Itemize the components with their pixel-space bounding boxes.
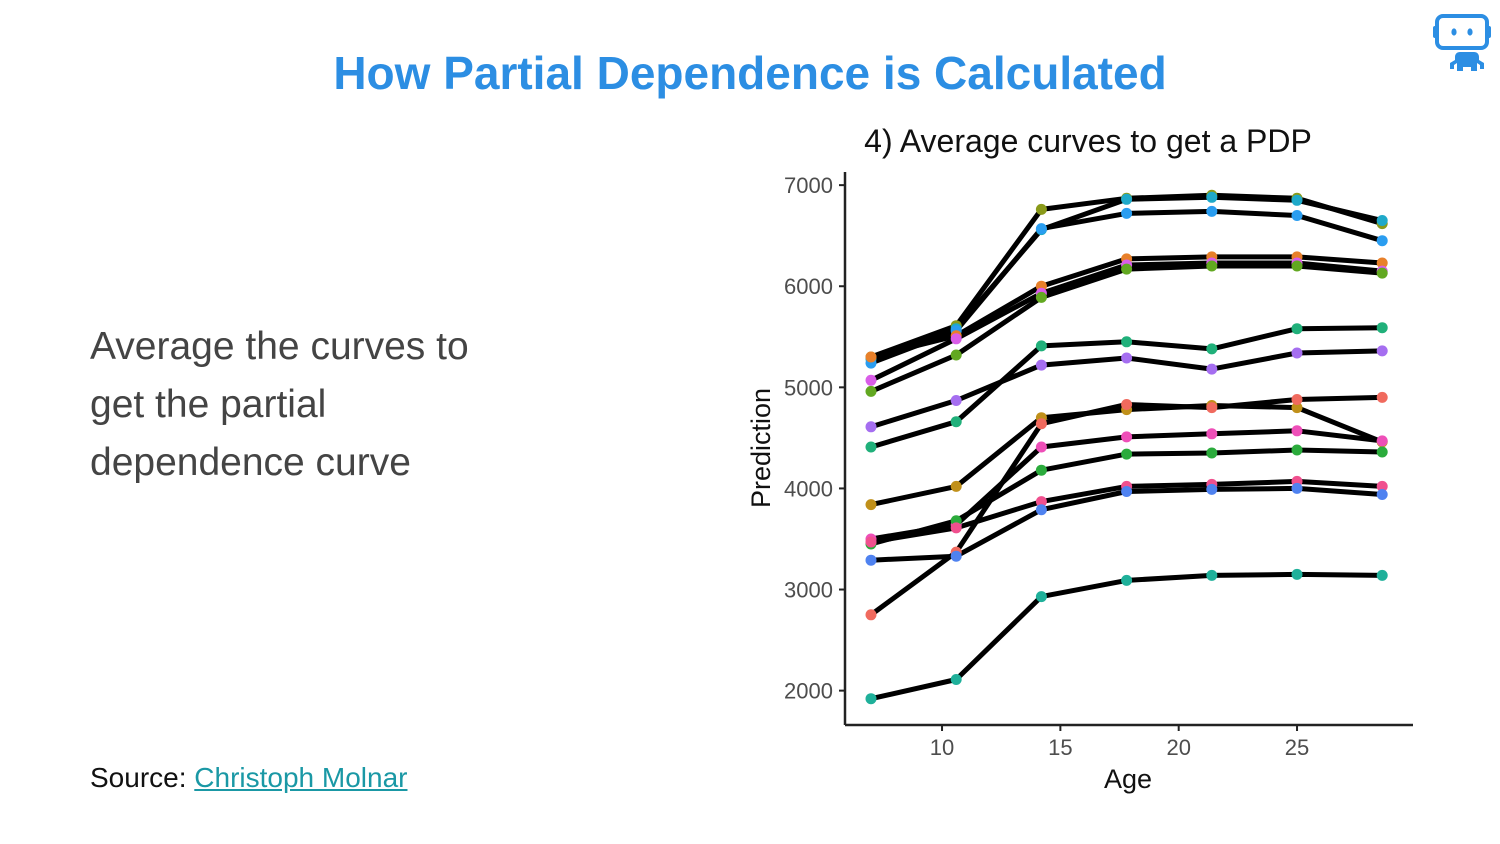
axes: 2000 3000 4000 5000 6000 7000 10 15 20 25 [784, 172, 1413, 760]
data-point-instance-9 [1291, 402, 1303, 414]
data-point-instance-11 [1206, 428, 1218, 440]
data-point-instance-6 [1035, 291, 1047, 303]
x-tick-label: 10 [930, 735, 954, 760]
data-point-instance-8 [865, 421, 877, 433]
y-tick-label: 3000 [784, 578, 833, 603]
data-point-instance-7 [865, 441, 877, 453]
data-point-instance-12 [1035, 464, 1047, 476]
data-point-instance-15 [950, 674, 962, 685]
data-point-instance-2 [1206, 191, 1218, 203]
data-point-instance-13 [865, 536, 877, 548]
data-point-instance-15 [1376, 569, 1388, 581]
data-point-instance-11 [1291, 425, 1303, 437]
data-point-instance-15 [1121, 574, 1133, 586]
series-points [865, 189, 1388, 705]
data-point-instance-4 [1376, 257, 1388, 269]
x-tick-label: 25 [1285, 735, 1309, 760]
data-point-instance-11 [1035, 441, 1047, 453]
data-point-instance-8 [1121, 352, 1133, 364]
data-point-instance-2 [1121, 193, 1133, 205]
data-point-instance-1 [1035, 203, 1047, 215]
data-point-instance-15 [865, 693, 877, 705]
x-axis-label: Age [1104, 764, 1152, 794]
data-point-instance-10 [1206, 402, 1218, 414]
data-point-instance-5 [865, 374, 877, 386]
data-point-instance-3 [1291, 210, 1303, 221]
slide-title: How Partial Dependence is Calculated [333, 47, 1167, 99]
data-point-instance-6 [1376, 267, 1388, 279]
data-point-instance-8 [1035, 359, 1047, 371]
data-point-instance-10 [1121, 399, 1133, 410]
data-point-instance-10 [1376, 391, 1388, 403]
body-text: Average the curves to get the partial de… [90, 318, 530, 492]
data-point-instance-3 [1035, 223, 1047, 235]
data-point-instance-12 [1121, 448, 1133, 460]
data-point-instance-6 [1206, 260, 1218, 272]
series-line-instance-15 [868, 571, 1385, 702]
data-point-instance-6 [950, 349, 962, 361]
data-point-instance-14 [1035, 504, 1047, 516]
data-point-instance-11 [1376, 435, 1388, 447]
y-tick-label: 7000 [784, 173, 833, 198]
y-tick-label: 5000 [784, 375, 833, 400]
data-point-instance-3 [1376, 235, 1388, 247]
data-point-instance-2 [1376, 215, 1388, 226]
data-point-instance-14 [865, 554, 877, 566]
data-point-instance-13 [1035, 496, 1047, 508]
data-point-instance-15 [1206, 569, 1218, 581]
data-point-instance-14 [1206, 483, 1218, 495]
data-point-instance-14 [950, 550, 962, 562]
data-point-instance-7 [1291, 323, 1303, 335]
body-line-2: get the partial [90, 383, 327, 426]
data-point-instance-6 [1121, 263, 1133, 275]
data-point-instance-12 [1206, 447, 1218, 459]
source-citation: Source: Christoph Molnar [90, 762, 407, 794]
body-line-1: Average the curves to [90, 325, 469, 368]
data-point-instance-8 [1291, 347, 1303, 359]
y-tick-label: 4000 [784, 476, 833, 501]
chart-title: 4) Average curves to get a PDP [864, 123, 1312, 159]
source-link[interactable]: Christoph Molnar [194, 762, 408, 793]
data-point-instance-8 [1376, 345, 1388, 357]
data-point-instance-15 [1035, 591, 1047, 603]
data-point-instance-9 [950, 480, 962, 492]
data-point-instance-10 [1035, 418, 1047, 430]
data-point-instance-9 [865, 499, 877, 511]
data-point-instance-11 [1121, 431, 1133, 443]
data-point-instance-13 [1376, 480, 1388, 492]
robot-icon [1432, 12, 1492, 76]
data-point-instance-4 [865, 351, 877, 363]
data-point-instance-6 [1291, 260, 1303, 272]
data-point-instance-13 [950, 522, 962, 534]
data-point-instance-12 [1376, 446, 1388, 458]
data-point-instance-12 [1291, 444, 1303, 456]
data-point-instance-3 [1121, 207, 1133, 219]
x-tick-label: 15 [1048, 735, 1072, 760]
y-axis-label: Prediction [746, 388, 776, 508]
data-point-instance-7 [1376, 322, 1388, 334]
data-point-instance-5 [950, 333, 962, 345]
data-point-instance-2 [1291, 194, 1303, 206]
data-point-instance-7 [950, 416, 962, 428]
data-point-instance-7 [1206, 343, 1218, 355]
data-point-instance-14 [1121, 486, 1133, 497]
data-point-instance-3 [1206, 205, 1218, 217]
data-point-instance-7 [1121, 336, 1133, 348]
source-label: Source: [90, 762, 187, 793]
data-point-instance-8 [1206, 363, 1218, 375]
y-tick-label: 2000 [784, 679, 833, 704]
data-point-instance-14 [1291, 482, 1303, 494]
data-point-instance-7 [1035, 340, 1047, 352]
data-point-instance-14 [1376, 489, 1388, 500]
body-line-3: dependence curve [90, 441, 411, 484]
data-point-instance-8 [950, 395, 962, 406]
y-tick-label: 6000 [784, 274, 833, 299]
data-point-instance-6 [865, 385, 877, 397]
data-point-instance-15 [1291, 568, 1303, 580]
x-tick-label: 20 [1166, 735, 1190, 760]
data-point-instance-10 [1291, 394, 1303, 405]
data-point-instance-10 [865, 609, 877, 621]
